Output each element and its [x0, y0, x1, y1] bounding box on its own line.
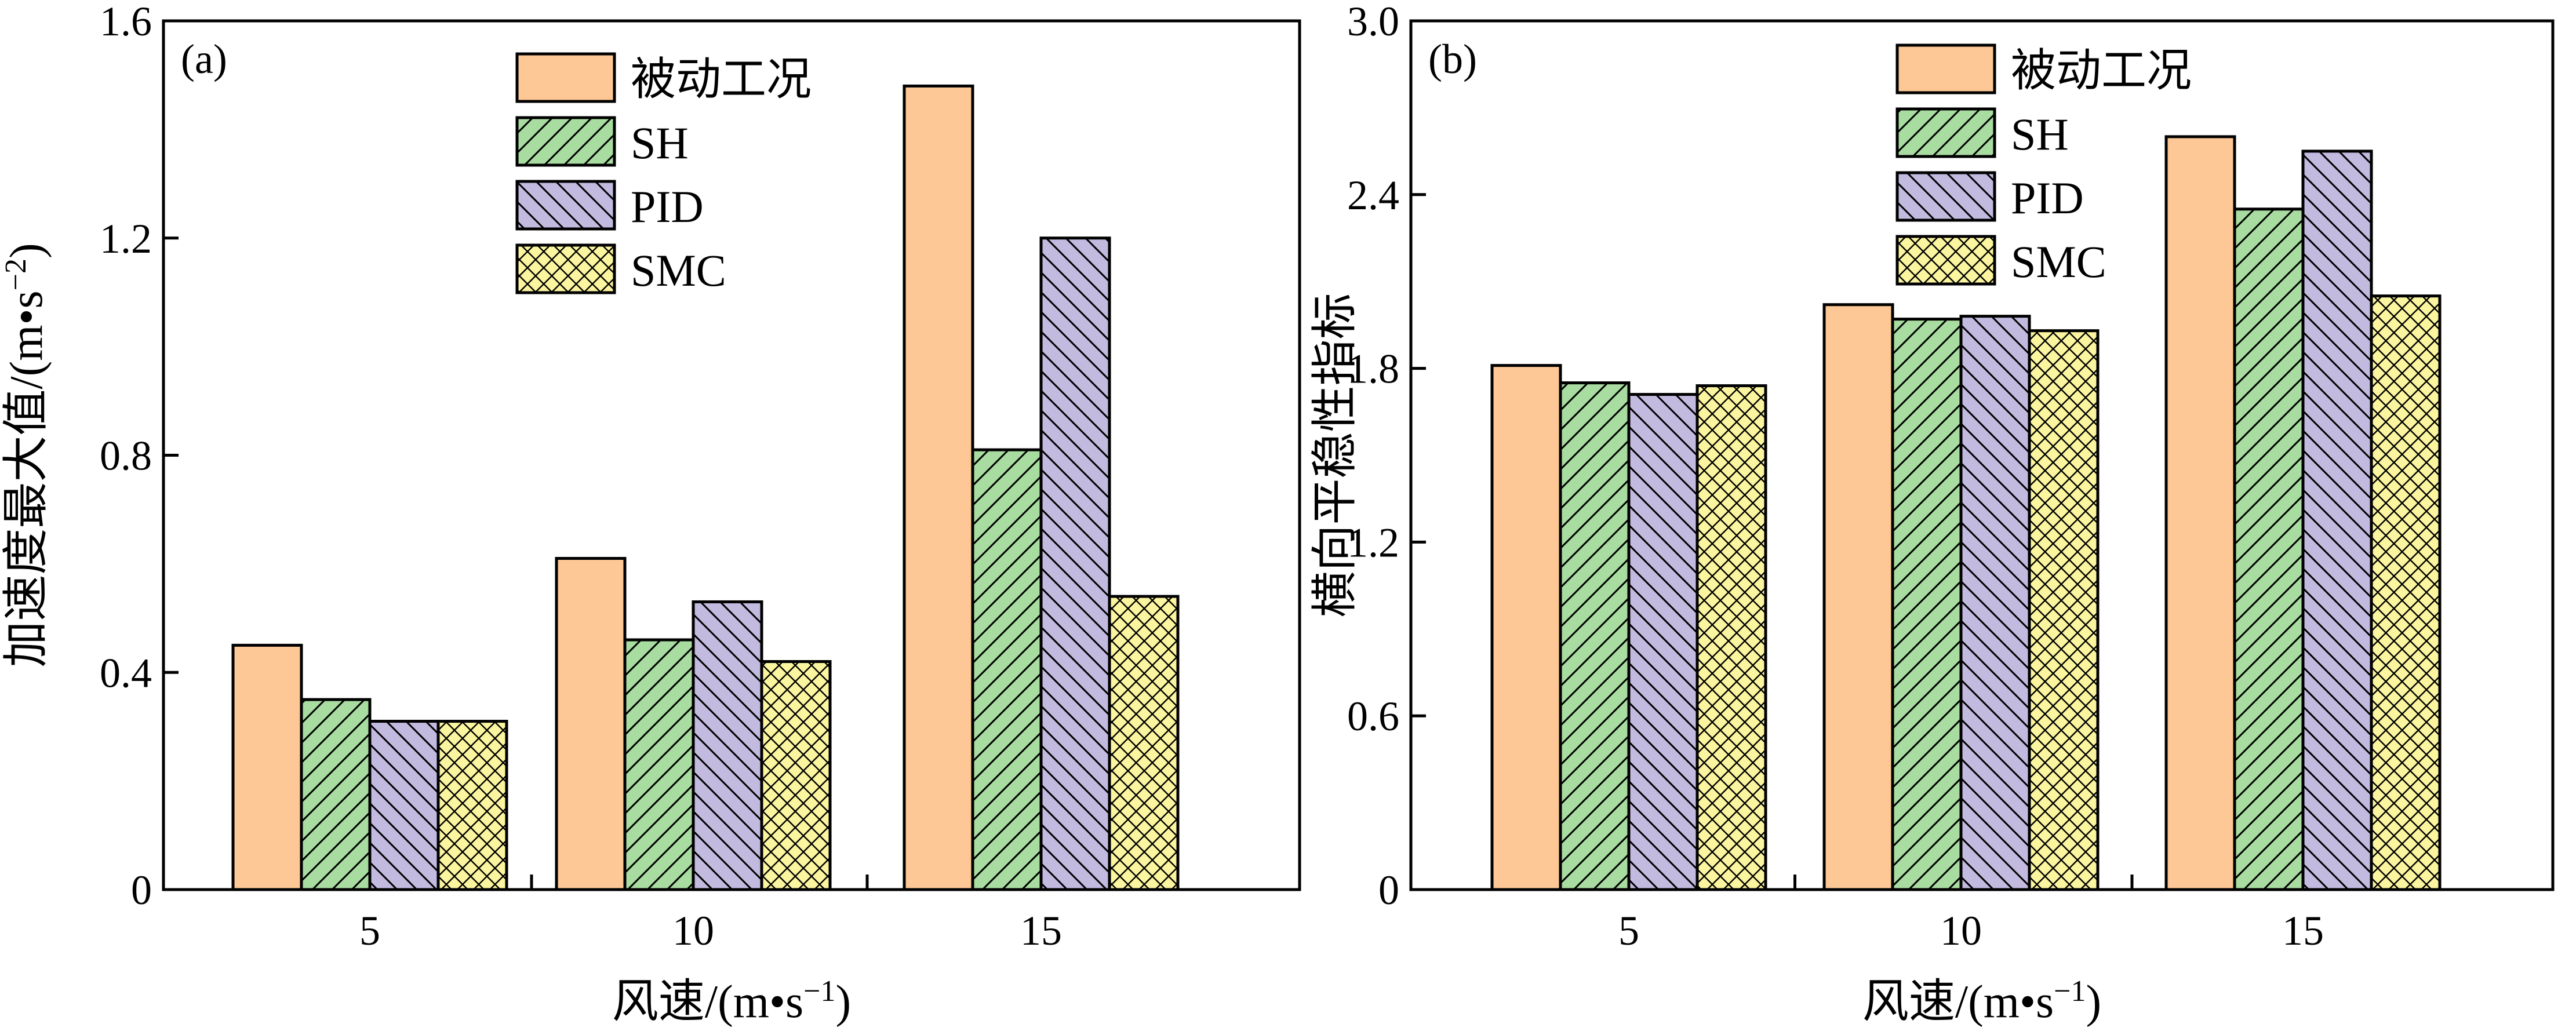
legend-swatch-hatch: [1897, 236, 1995, 284]
y-tick-label: 1.6: [100, 0, 152, 45]
legend: 被动工况 SH PID SMC: [1895, 43, 2192, 287]
legend-entry: SMC: [515, 243, 726, 296]
legend-label: SH: [2011, 109, 2069, 159]
legend-swatch-outline: [1895, 235, 1996, 286]
legend-swatch-hatch: [1897, 109, 1995, 156]
bar-hatch: [1893, 319, 1961, 890]
bar-passive-15: [2166, 136, 2235, 890]
chart-panel-a: 0 0.4 0.8 1.2 1.6 5 10 15 (a) 被动工况 SH PID SMC 风速/(m•s…: [0, 0, 1301, 1028]
legend-swatch-hatch: [517, 181, 614, 229]
x-axis-title: 风速/(m•s−1): [612, 975, 851, 1028]
bar-hatch: [370, 721, 438, 890]
legend-entry: SH: [1895, 107, 2069, 159]
legend-swatch-outline: [515, 116, 616, 167]
bar-hatch: [1041, 238, 1109, 890]
x-axis-title: 风速/(m•s−1): [1862, 975, 2101, 1028]
bar-hatch: [1109, 596, 1178, 890]
legend-swatch-outline: [515, 180, 616, 231]
legend-swatch-outline: [515, 243, 616, 294]
y-axis-title: 加速度最大值/(m•s−2): [0, 243, 52, 667]
legend-label: PID: [2011, 173, 2084, 223]
chart-panel-b: 0 0.6 1.2 1.8 2.4 3.0 5 10 15 (b) 被动工况 SH PID SMC 风速/(…: [1310, 0, 2555, 1028]
legend-entry: 被动工况: [1895, 43, 2192, 96]
bar-passive-10: [1824, 304, 1893, 890]
bar-passive-5: [233, 645, 301, 890]
y-tick-label: 3.0: [1347, 0, 1399, 45]
legend-swatch: [1897, 45, 1995, 93]
bar-hatch: [693, 602, 762, 890]
bar-hatch: [438, 721, 507, 890]
x-tick-label: 5: [1618, 908, 1639, 954]
y-tick-label: 0.4: [100, 650, 152, 696]
legend-swatch-outline: [1895, 107, 1996, 158]
bars: [1490, 135, 2442, 891]
y-tick-label: 0.8: [100, 433, 152, 479]
y-tick-label: 1.8: [1347, 346, 1399, 392]
bar-hatch: [2235, 209, 2303, 890]
x-tick-label: 15: [1020, 908, 1062, 954]
y-axis-title: 横向平稳性指标: [1310, 293, 1361, 618]
legend-swatch-hatch: [1897, 173, 1995, 220]
legend-entry: PID: [515, 180, 704, 232]
bar-hatch: [1697, 385, 1766, 890]
legend: 被动工况 SH PID SMC: [515, 52, 812, 296]
bar-passive-15: [904, 86, 973, 890]
legend-label: 被动工况: [2011, 45, 2192, 96]
y-tick-label: 1.2: [1347, 519, 1399, 566]
bar-passive-10: [556, 558, 625, 890]
bar-hatch: [2303, 151, 2371, 890]
y-tick-label: 2.4: [1347, 172, 1399, 218]
legend-entry: PID: [1895, 171, 2084, 223]
panel-label: (b): [1428, 36, 1477, 82]
legend-label: SMC: [631, 245, 726, 296]
bars: [231, 84, 1180, 891]
bar-passive-5: [1492, 365, 1560, 890]
plot-frame: [1409, 19, 2555, 891]
bar-hatch: [1560, 382, 1629, 890]
legend-label: PID: [631, 181, 704, 232]
legend-label: SMC: [2011, 236, 2106, 287]
x-tick-label: 10: [1940, 908, 1982, 954]
y-tick-label: 0: [131, 867, 152, 913]
bar-hatch: [973, 450, 1041, 890]
legend-entry: 被动工况: [515, 52, 812, 104]
legend-entry: SH: [515, 116, 689, 168]
legend-swatch: [517, 54, 614, 101]
legend-swatch-outline: [1895, 43, 1996, 94]
legend-swatch-outline: [1895, 171, 1996, 222]
bar-hatch: [2029, 330, 2098, 890]
bar-hatch: [2371, 296, 2440, 890]
legend-label: SH: [631, 118, 689, 168]
y-tick-label: 0.6: [1347, 693, 1399, 739]
bar-hatch: [301, 700, 370, 890]
y-tick-label: 0: [1378, 867, 1399, 913]
bar-hatch: [625, 640, 693, 890]
legend-swatch-outline: [515, 52, 616, 103]
panel-label: (a): [181, 36, 227, 82]
legend-swatch-hatch: [517, 118, 614, 165]
bar-hatch: [1629, 394, 1697, 890]
x-tick-label: 10: [672, 908, 714, 954]
y-tick-label: 1.2: [100, 216, 152, 262]
bar-hatch: [762, 661, 830, 890]
x-tick-label: 15: [2282, 908, 2324, 954]
legend-swatch-hatch: [517, 245, 614, 293]
legend-label: 被动工况: [631, 54, 812, 104]
bar-hatch: [1961, 316, 2029, 890]
x-tick-label: 5: [359, 908, 380, 954]
legend-entry: SMC: [1895, 235, 2106, 287]
